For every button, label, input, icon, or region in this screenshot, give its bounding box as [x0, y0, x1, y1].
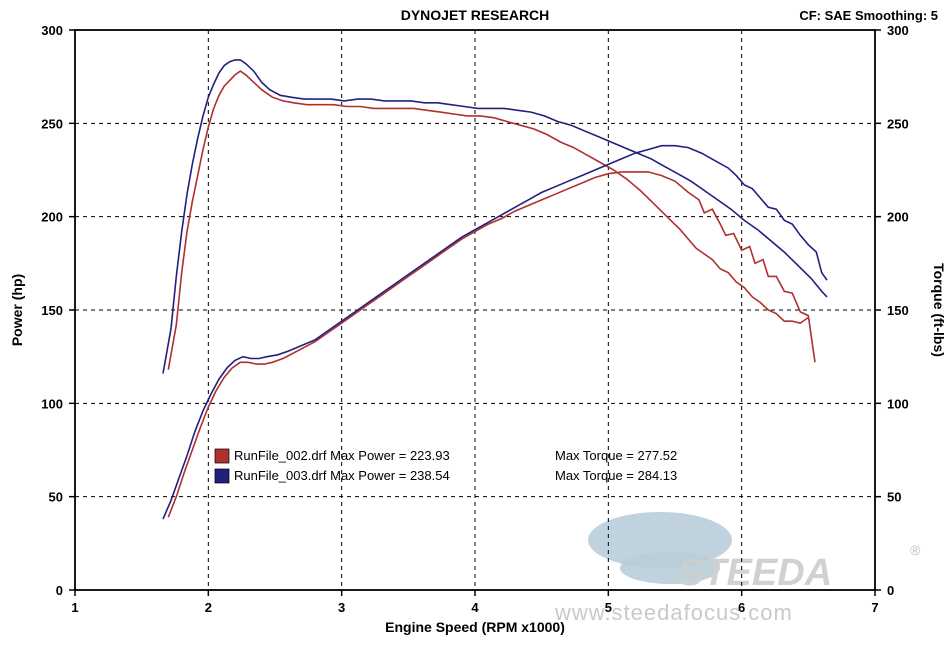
legend-swatch [215, 449, 229, 463]
power-line-002 [168, 172, 815, 517]
yl-tick: 50 [49, 490, 63, 505]
yr-tick: 100 [887, 396, 909, 411]
yl-tick: 100 [41, 396, 63, 411]
x-tick: 4 [471, 600, 479, 615]
x-tick: 2 [205, 600, 212, 615]
yl-tick: 150 [41, 303, 63, 318]
legend-torque: Max Torque = 284.13 [555, 468, 677, 483]
yr-tick: 50 [887, 490, 901, 505]
torque-line-002 [168, 71, 808, 370]
power-line-003 [163, 146, 827, 519]
yr-tick: 250 [887, 116, 909, 131]
yl-tick: 200 [41, 210, 63, 225]
y-right-label: Torque (ft-lbs) [931, 263, 947, 357]
yr-tick: 150 [887, 303, 909, 318]
x-tick: 1 [71, 600, 78, 615]
legend-file: RunFile_003.drf Max Power = 238.54 [234, 468, 450, 483]
yr-tick: 200 [887, 210, 909, 225]
x-tick: 6 [738, 600, 745, 615]
x-tick: 7 [871, 600, 878, 615]
header-info: CF: SAE Smoothing: 5 [799, 8, 938, 23]
x-axis-label: Engine Speed (RPM x1000) [385, 619, 565, 635]
yr-tick: 0 [887, 583, 894, 598]
grid [69, 30, 881, 596]
chart-title: DYNOJET RESEARCH [401, 7, 550, 23]
y-left-label: Power (hp) [9, 274, 25, 346]
watermark-url: www.steedafocus.com [554, 600, 793, 625]
yl-tick: 0 [56, 583, 63, 598]
yl-tick: 300 [41, 23, 63, 38]
watermark-reg: ® [910, 542, 921, 558]
yl-tick: 250 [41, 116, 63, 131]
legend-file: RunFile_002.drf Max Power = 223.93 [234, 448, 450, 463]
x-tick: 3 [338, 600, 345, 615]
yr-tick: 300 [887, 23, 909, 38]
legend-torque: Max Torque = 277.52 [555, 448, 677, 463]
legend-swatch [215, 469, 229, 483]
chart-svg: STEEDA www.steedafocus.com ® DYNOJET RESEAR… [0, 0, 950, 650]
watermark-brand: STEEDA [678, 552, 832, 594]
x-tick: 5 [605, 600, 612, 615]
dyno-chart: STEEDA www.steedafocus.com ® DYNOJET RESEAR… [0, 0, 950, 650]
